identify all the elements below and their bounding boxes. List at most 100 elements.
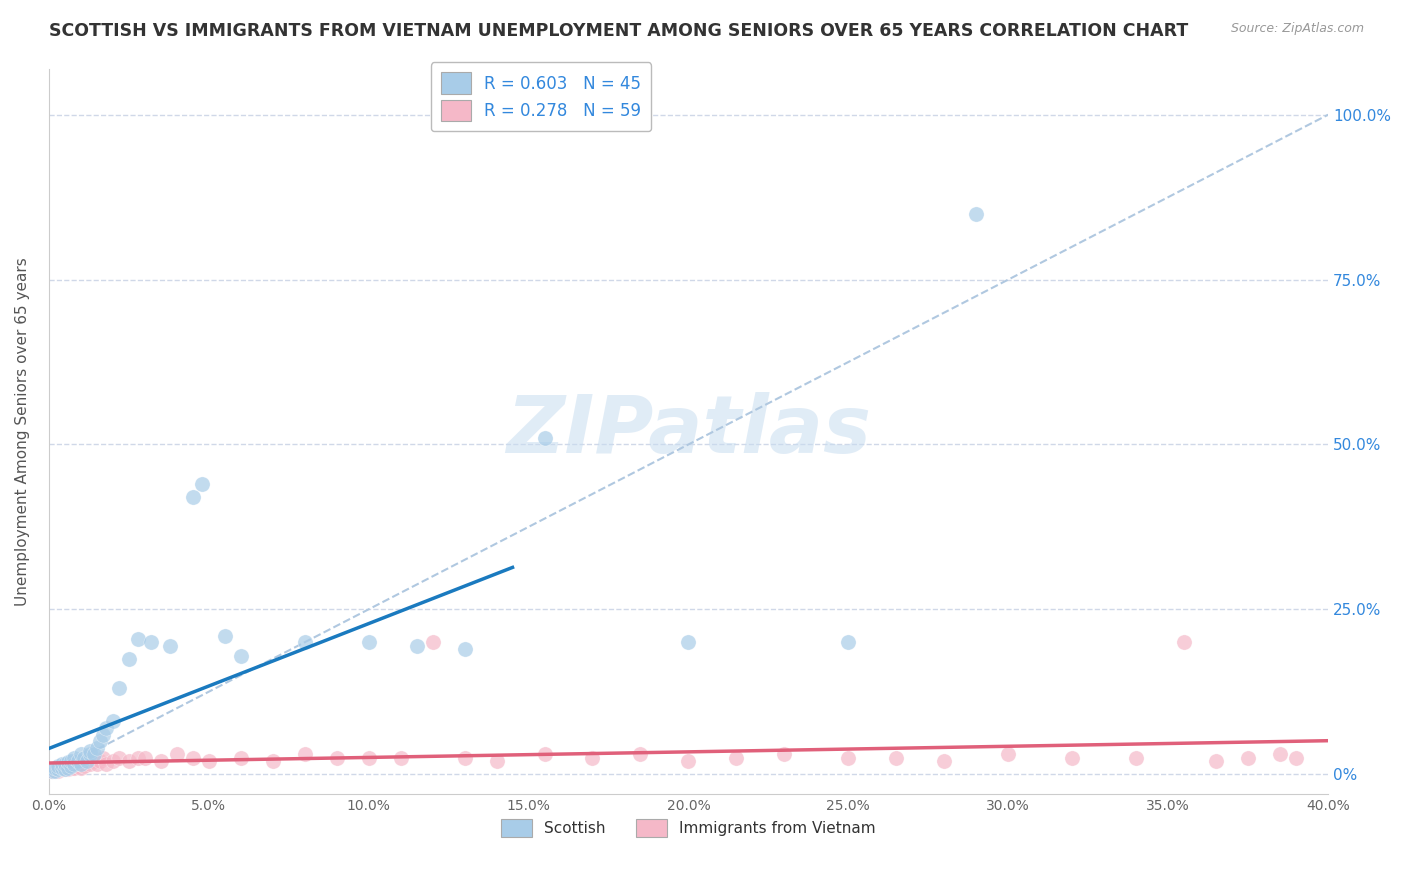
Point [60, 757, 83, 772]
Point [181, 750, 204, 764]
Point [46, 759, 69, 773]
Point [44, 764, 66, 778]
Point [79, 757, 101, 772]
Point [1062, 750, 1084, 764]
Point [73, 759, 96, 773]
Point [389, 750, 412, 764]
Text: Source: ZipAtlas.com: Source: ZipAtlas.com [1230, 22, 1364, 36]
Point [108, 681, 131, 696]
Point [96, 721, 118, 735]
Point [127, 632, 149, 646]
Y-axis label: Unemployment Among Seniors over 65 years: Unemployment Among Seniors over 65 years [15, 257, 30, 606]
Point [357, 635, 380, 649]
Point [69, 757, 91, 772]
Point [262, 754, 284, 768]
Point [1205, 754, 1227, 768]
Point [1173, 635, 1195, 649]
Point [79, 744, 101, 758]
Point [101, 714, 124, 729]
Point [405, 639, 427, 653]
Point [53, 757, 76, 772]
Point [837, 635, 859, 649]
Point [79, 747, 101, 762]
Point [325, 750, 347, 764]
Point [453, 750, 475, 764]
Point [997, 747, 1019, 762]
Point [83, 754, 105, 768]
Point [46, 764, 69, 778]
Point [357, 750, 380, 764]
Point [51, 762, 73, 776]
Point [91, 750, 114, 764]
Point [76, 754, 98, 768]
Point [101, 754, 124, 768]
Point [725, 750, 748, 764]
Point [422, 635, 444, 649]
Point [56, 761, 79, 775]
Point [51, 761, 73, 775]
Point [533, 431, 555, 445]
Point [46, 761, 69, 775]
Point [229, 648, 252, 663]
Point [181, 490, 204, 504]
Point [134, 750, 156, 764]
Legend: Scottish, Immigrants from Vietnam: Scottish, Immigrants from Vietnam [494, 812, 883, 845]
Point [63, 750, 86, 764]
Point [63, 756, 86, 770]
Point [773, 747, 796, 762]
Point [53, 761, 76, 775]
Point [56, 762, 79, 776]
Point [96, 757, 118, 772]
Point [86, 757, 108, 772]
Point [166, 747, 188, 762]
Point [51, 757, 73, 772]
Point [197, 754, 219, 768]
Point [149, 754, 172, 768]
Point [66, 759, 89, 773]
Point [53, 762, 76, 776]
Point [41, 764, 63, 778]
Point [533, 747, 555, 762]
Point [60, 754, 83, 768]
Point [581, 750, 603, 764]
Point [678, 635, 700, 649]
Point [159, 639, 181, 653]
Point [934, 754, 956, 768]
Point [229, 750, 252, 764]
Point [837, 750, 859, 764]
Point [1285, 750, 1308, 764]
Point [118, 652, 141, 666]
Point [1237, 750, 1260, 764]
Point [63, 761, 86, 775]
Text: ZIPatlas: ZIPatlas [506, 392, 870, 470]
Point [44, 761, 66, 775]
Point [191, 477, 214, 491]
Point [1125, 750, 1147, 764]
Point [60, 759, 83, 773]
Point [53, 757, 76, 772]
Point [294, 635, 316, 649]
Point [139, 635, 162, 649]
Point [69, 761, 91, 775]
Point [89, 754, 111, 768]
Point [56, 756, 79, 770]
Point [91, 728, 114, 742]
Point [69, 757, 91, 772]
Point [678, 754, 700, 768]
Point [69, 747, 91, 762]
Point [89, 734, 111, 748]
Point [1268, 747, 1291, 762]
Point [66, 754, 89, 768]
Point [46, 762, 69, 776]
Point [63, 757, 86, 772]
Point [965, 206, 987, 220]
Point [83, 747, 105, 762]
Text: SCOTTISH VS IMMIGRANTS FROM VIETNAM UNEMPLOYMENT AMONG SENIORS OVER 65 YEARS COR: SCOTTISH VS IMMIGRANTS FROM VIETNAM UNEM… [49, 22, 1188, 40]
Point [60, 761, 83, 775]
Point [886, 750, 908, 764]
Point [41, 764, 63, 778]
Point [453, 641, 475, 656]
Point [76, 756, 98, 770]
Point [73, 750, 96, 764]
Point [44, 762, 66, 776]
